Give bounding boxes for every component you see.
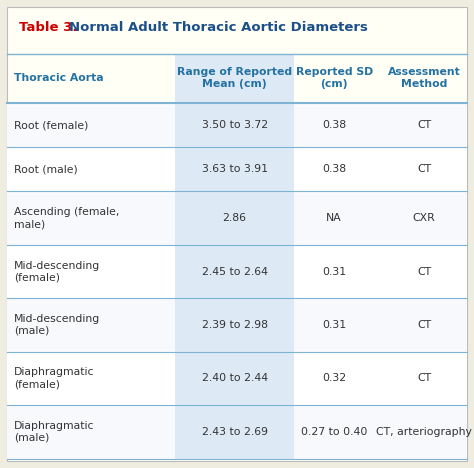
Text: 2.45 to 2.64: 2.45 to 2.64 (201, 266, 268, 277)
Text: 0.38: 0.38 (322, 164, 346, 174)
FancyBboxPatch shape (175, 405, 294, 459)
Text: 0.38: 0.38 (322, 120, 346, 130)
FancyBboxPatch shape (7, 245, 467, 298)
FancyBboxPatch shape (175, 298, 294, 352)
Text: Assessment
Method: Assessment Method (388, 67, 461, 89)
Text: 0.31: 0.31 (322, 320, 346, 330)
Text: CT: CT (417, 120, 431, 130)
Text: Ascending (female,
male): Ascending (female, male) (14, 207, 119, 229)
FancyBboxPatch shape (7, 7, 467, 461)
Text: Reported SD
(cm): Reported SD (cm) (296, 67, 373, 89)
Text: CXR: CXR (413, 213, 436, 223)
Text: 3.50 to 3.72: 3.50 to 3.72 (201, 120, 268, 130)
FancyBboxPatch shape (7, 352, 467, 405)
Text: CT: CT (417, 320, 431, 330)
FancyBboxPatch shape (175, 103, 294, 147)
Text: Range of Reported
Mean (cm): Range of Reported Mean (cm) (177, 67, 292, 89)
Text: CT: CT (417, 164, 431, 174)
FancyBboxPatch shape (175, 245, 294, 298)
Text: 0.27 to 0.40: 0.27 to 0.40 (301, 427, 367, 437)
FancyBboxPatch shape (175, 352, 294, 405)
Text: Mid-descending
(female): Mid-descending (female) (14, 261, 100, 283)
FancyBboxPatch shape (175, 191, 294, 245)
Text: Normal Adult Thoracic Aortic Diameters: Normal Adult Thoracic Aortic Diameters (69, 21, 368, 34)
Text: 2.39 to 2.98: 2.39 to 2.98 (201, 320, 268, 330)
Text: Diaphragmatic
(male): Diaphragmatic (male) (14, 421, 95, 443)
FancyBboxPatch shape (7, 298, 467, 352)
Text: 0.31: 0.31 (322, 266, 346, 277)
Text: Diaphragmatic
(female): Diaphragmatic (female) (14, 367, 95, 389)
FancyBboxPatch shape (7, 103, 467, 147)
FancyBboxPatch shape (7, 405, 467, 459)
Text: CT: CT (417, 373, 431, 383)
FancyBboxPatch shape (175, 54, 294, 103)
Text: Root (female): Root (female) (14, 120, 89, 130)
Text: 2.86: 2.86 (223, 213, 246, 223)
Text: CT, arteriography: CT, arteriography (376, 427, 472, 437)
Text: 3.63 to 3.91: 3.63 to 3.91 (201, 164, 268, 174)
Text: Root (male): Root (male) (14, 164, 78, 174)
Text: 2.43 to 2.69: 2.43 to 2.69 (201, 427, 268, 437)
Text: Table 3.: Table 3. (19, 21, 82, 34)
Text: Mid-descending
(male): Mid-descending (male) (14, 314, 100, 336)
Text: CT: CT (417, 266, 431, 277)
FancyBboxPatch shape (7, 147, 467, 191)
Text: 2.40 to 2.44: 2.40 to 2.44 (201, 373, 268, 383)
Text: NA: NA (326, 213, 342, 223)
Text: Thoracic Aorta: Thoracic Aorta (14, 73, 104, 83)
FancyBboxPatch shape (7, 191, 467, 245)
FancyBboxPatch shape (175, 147, 294, 191)
Text: 0.32: 0.32 (322, 373, 346, 383)
